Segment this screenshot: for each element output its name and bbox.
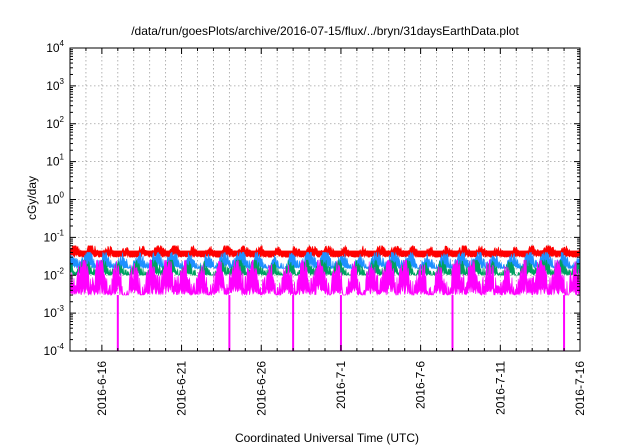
y-axis-ticks: 104 103 102 101 100 10-1 10-2 10-3 10-4 (44, 39, 580, 358)
y-tick-label: 101 (46, 153, 64, 169)
y-tick-label: 10-1 (44, 228, 65, 244)
y-tick-label: 10-4 (44, 342, 65, 358)
y-tick-label: 102 (46, 115, 64, 131)
grid-lines (70, 48, 580, 351)
x-axis-ticks: 2016-6-16 2016-6-21 2016-6-26 2016-7-1 2016-… (69, 48, 587, 416)
x-tick-label: 2016-7-6 (414, 361, 428, 409)
x-tick-label: 2016-6-26 (254, 361, 268, 416)
y-tick-label: 100 (46, 191, 64, 207)
x-tick-label: 2016-6-21 (175, 361, 189, 416)
x-tick-label: 2016-6-16 (95, 361, 109, 416)
y-tick-label: 10-3 (44, 304, 65, 320)
data-series (69, 244, 581, 351)
y-tick-label: 104 (46, 39, 64, 55)
x-tick-label: 2016-7-16 (573, 361, 587, 416)
x-tick-label: 2016-7-1 (334, 361, 348, 409)
y-tick-label: 10-2 (44, 266, 65, 282)
chart-title: /data/run/goesPlots/archive/2016-07-15/f… (131, 24, 519, 38)
x-tick-label: 2016-7-11 (493, 361, 507, 415)
x-axis-label: Coordinated Universal Time (UTC) (235, 431, 419, 445)
y-tick-label: 103 (46, 77, 64, 93)
y-axis-label: cGy/day (25, 176, 39, 220)
